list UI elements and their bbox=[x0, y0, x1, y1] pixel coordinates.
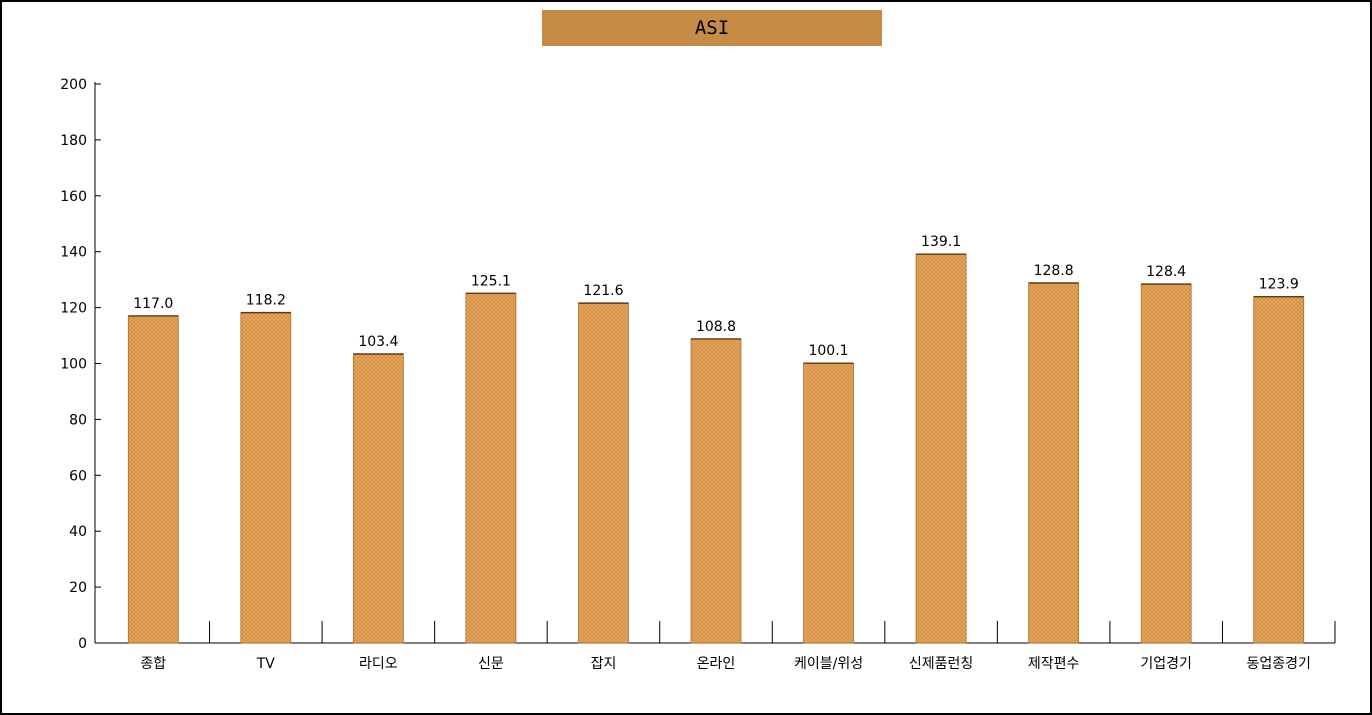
bar bbox=[127, 315, 179, 644]
bar bbox=[690, 338, 742, 644]
data-label: 103.4 bbox=[358, 334, 398, 350]
data-label: 100.1 bbox=[808, 343, 848, 359]
value-labels: 117.0 118.2 103.4 125.1 121.6 108.8 100.1 139.1… bbox=[133, 234, 1299, 359]
data-label: 117.0 bbox=[133, 296, 173, 312]
x-tick-label: 온라인 bbox=[697, 656, 736, 672]
data-label: 121.6 bbox=[583, 283, 623, 299]
chart-title: ASI bbox=[542, 10, 882, 46]
x-tick-label: 라디오 bbox=[359, 656, 398, 672]
y-tick-label: 200 bbox=[60, 77, 87, 93]
bar bbox=[1140, 283, 1192, 644]
x-tick-label: 제작편수 bbox=[1028, 656, 1080, 672]
y-tick-label: 100 bbox=[60, 357, 87, 373]
x-tick-label: 케이블/위성 bbox=[794, 656, 863, 672]
y-tick-label: 20 bbox=[69, 580, 87, 596]
y-tick-label: 180 bbox=[60, 133, 87, 149]
bar bbox=[352, 353, 404, 644]
x-tick-label: 종합 bbox=[140, 656, 166, 672]
data-label: 123.9 bbox=[1259, 277, 1299, 293]
y-tick-label: 140 bbox=[60, 245, 87, 261]
bar bbox=[240, 312, 292, 644]
data-label: 128.4 bbox=[1146, 264, 1186, 280]
category-labels: 종합 TV 라디오 신문 잡지 온라인 케이블/위성 신제품런칭 제작편수 기업경기 동업종경기 bbox=[140, 656, 1311, 672]
data-label: 128.8 bbox=[1034, 263, 1074, 279]
x-tick-label: 기업경기 bbox=[1140, 656, 1192, 672]
bars bbox=[127, 253, 1305, 644]
x-tick-label: TV bbox=[256, 656, 276, 672]
bar bbox=[803, 362, 854, 644]
bar bbox=[915, 253, 967, 644]
data-label: 139.1 bbox=[921, 234, 961, 250]
bar bbox=[578, 302, 629, 644]
data-label: 118.2 bbox=[246, 293, 286, 309]
bar bbox=[1253, 296, 1305, 644]
data-label: 108.8 bbox=[696, 319, 736, 335]
x-tick-label: 신제품런칭 bbox=[909, 656, 973, 672]
y-tick-label: 0 bbox=[78, 636, 87, 652]
y-tick-label: 40 bbox=[69, 524, 87, 540]
bar bbox=[465, 292, 517, 644]
bar bbox=[1028, 282, 1080, 644]
y-tick-label: 120 bbox=[60, 301, 87, 317]
y-tick-label: 60 bbox=[69, 468, 87, 484]
data-label: 125.1 bbox=[471, 273, 511, 289]
y-tick-label: 160 bbox=[60, 189, 87, 205]
x-tick-label: 신문 bbox=[478, 656, 504, 672]
y-tick-label: 80 bbox=[69, 412, 87, 428]
x-tick-label: 동업종경기 bbox=[1247, 656, 1311, 672]
x-tick-label: 잡지 bbox=[591, 656, 617, 672]
y-axis: 0 20 40 60 80 100 120 140 160 180 200 bbox=[60, 77, 101, 652]
